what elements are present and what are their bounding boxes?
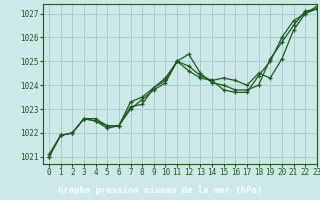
- Text: Graphe pression niveau de la mer (hPa): Graphe pression niveau de la mer (hPa): [58, 186, 262, 195]
